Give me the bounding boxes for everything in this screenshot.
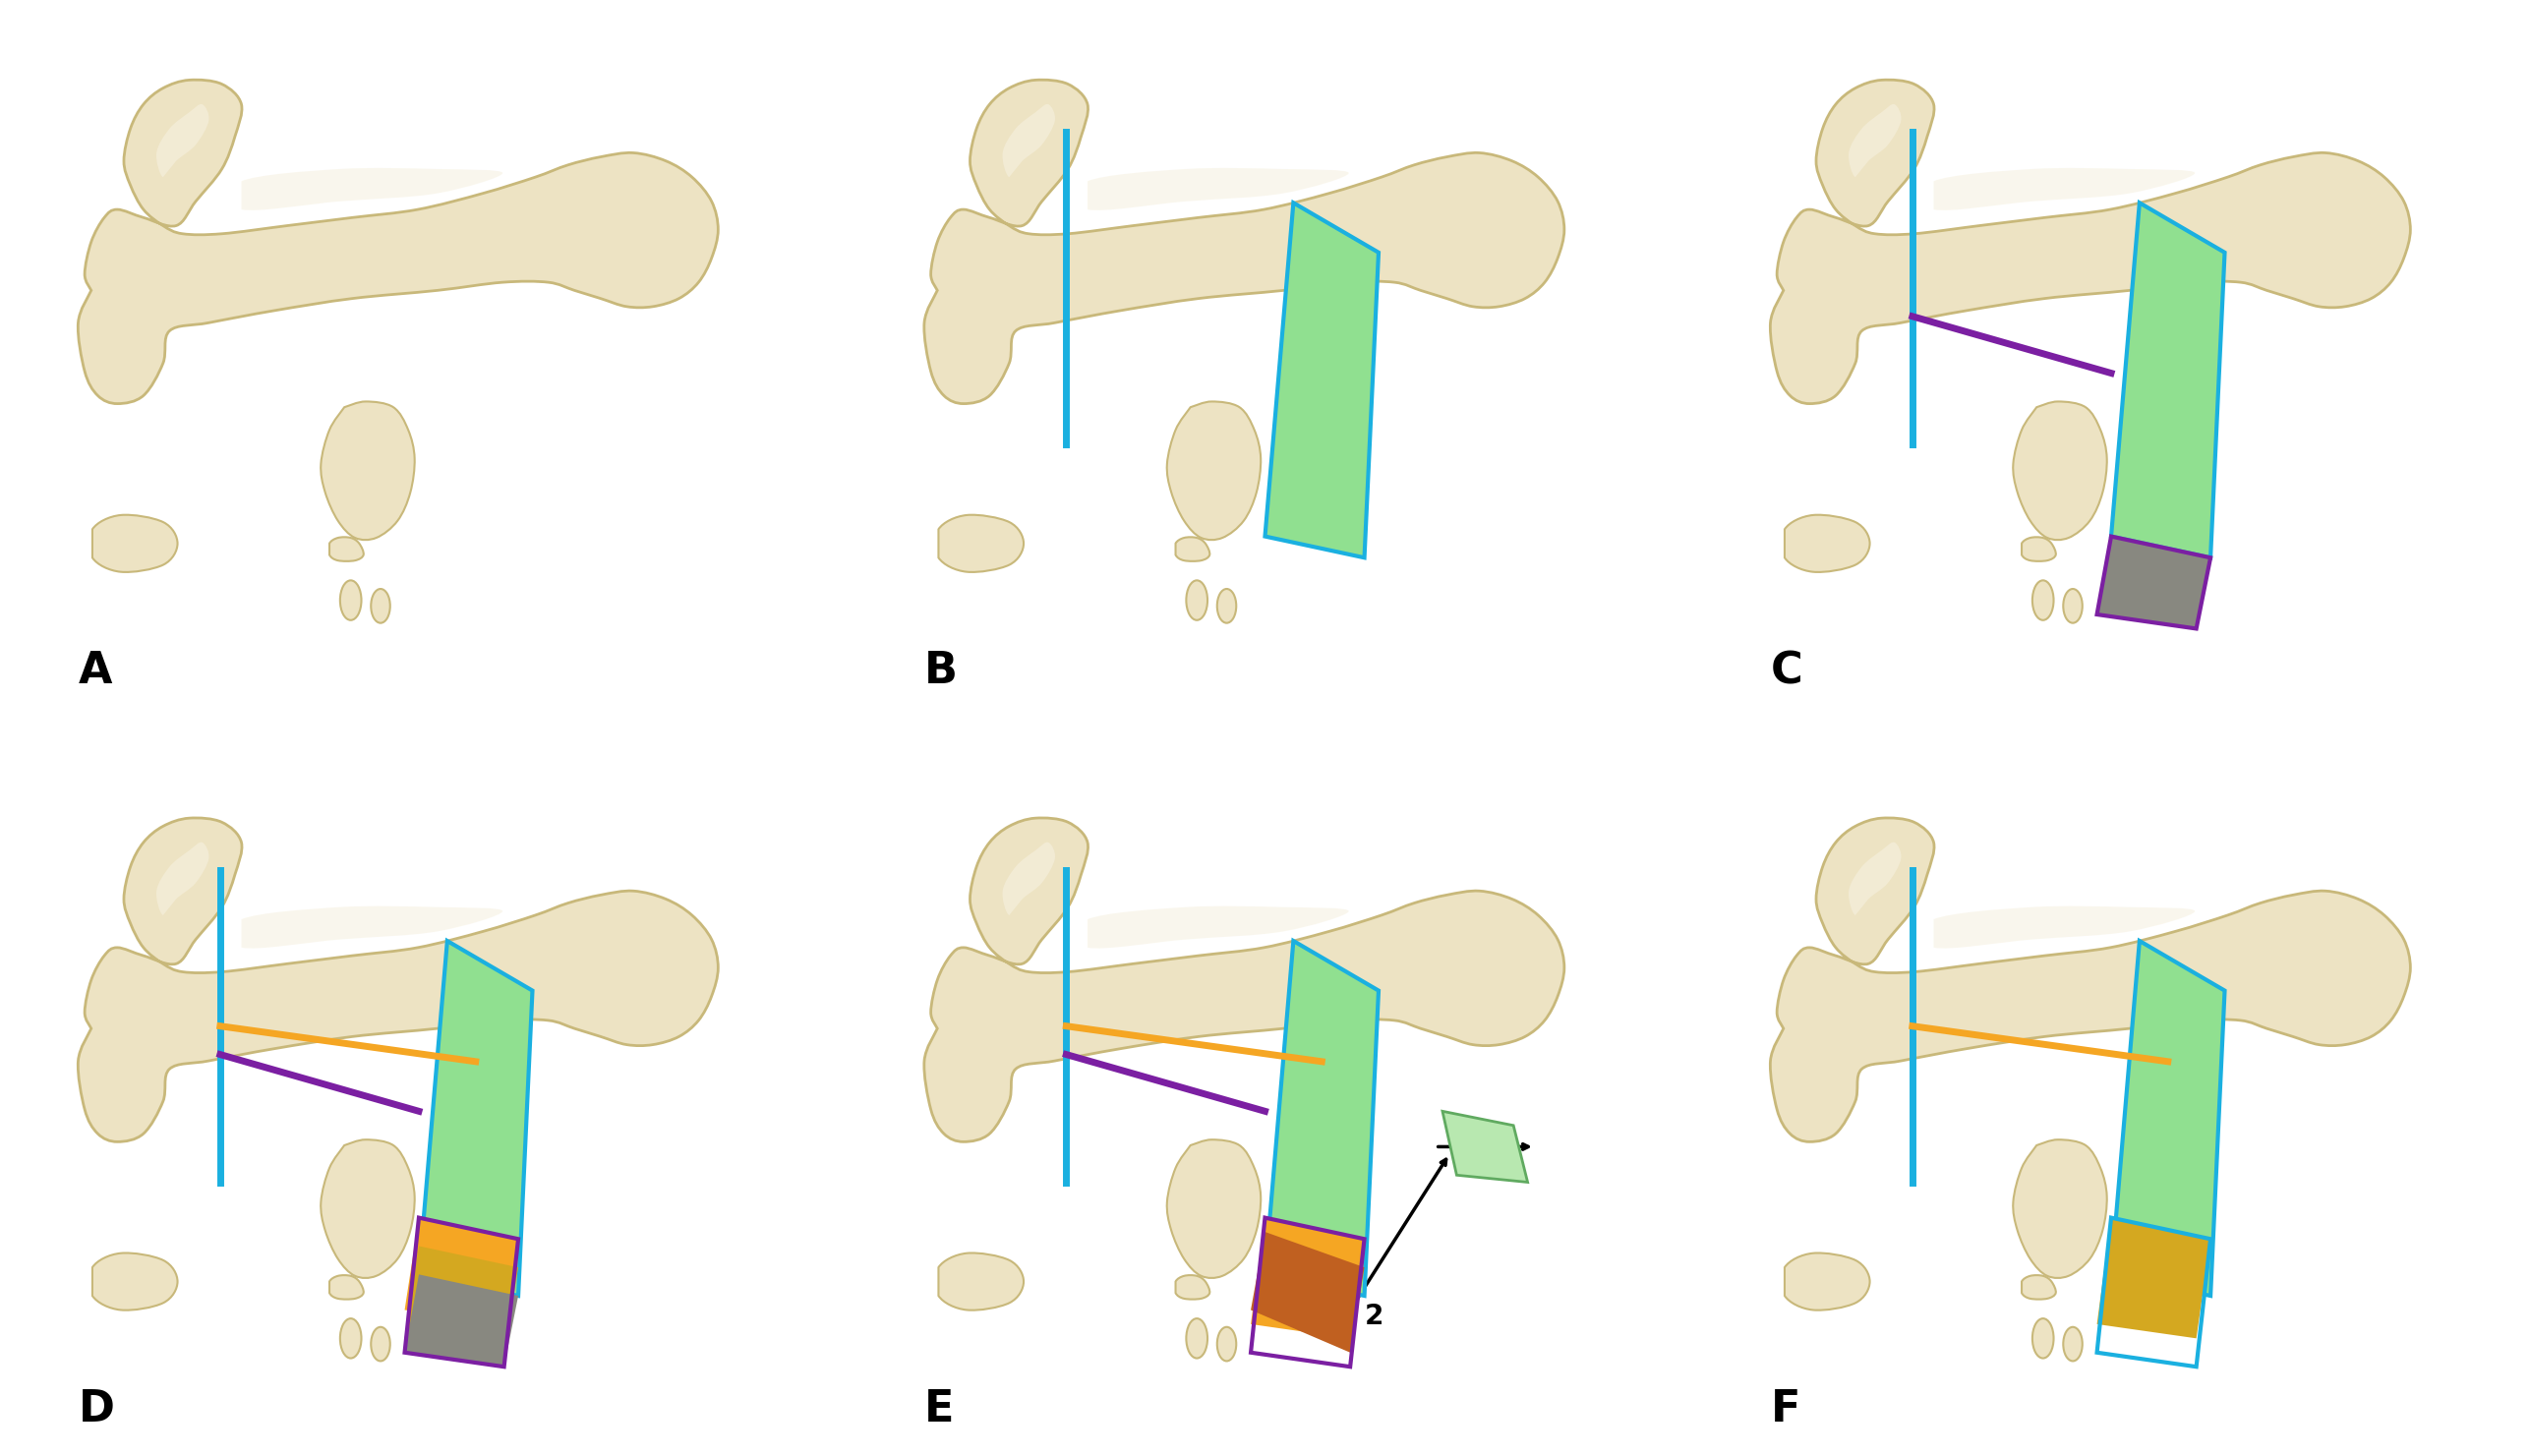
Polygon shape bbox=[1250, 1232, 1364, 1353]
PathPatch shape bbox=[78, 818, 719, 1142]
PathPatch shape bbox=[939, 515, 1025, 572]
PathPatch shape bbox=[240, 167, 503, 210]
Polygon shape bbox=[1265, 941, 1379, 1296]
Ellipse shape bbox=[1187, 1319, 1207, 1358]
PathPatch shape bbox=[329, 1275, 364, 1299]
Polygon shape bbox=[2097, 1217, 2211, 1338]
Polygon shape bbox=[405, 1246, 519, 1353]
PathPatch shape bbox=[1771, 818, 2411, 1142]
Text: E: E bbox=[923, 1389, 954, 1431]
PathPatch shape bbox=[2021, 537, 2057, 561]
Polygon shape bbox=[2110, 202, 2224, 558]
Ellipse shape bbox=[1217, 1326, 1237, 1361]
Polygon shape bbox=[2110, 941, 2224, 1296]
PathPatch shape bbox=[1771, 80, 2411, 403]
PathPatch shape bbox=[1176, 537, 1209, 561]
Text: A: A bbox=[78, 651, 111, 693]
Polygon shape bbox=[420, 941, 531, 1296]
PathPatch shape bbox=[1166, 1140, 1260, 1278]
PathPatch shape bbox=[2014, 1140, 2107, 1278]
PathPatch shape bbox=[1933, 906, 2196, 948]
PathPatch shape bbox=[923, 80, 1564, 403]
PathPatch shape bbox=[1002, 842, 1055, 916]
PathPatch shape bbox=[923, 818, 1564, 1142]
Ellipse shape bbox=[372, 1326, 390, 1361]
Ellipse shape bbox=[2032, 1319, 2054, 1358]
Ellipse shape bbox=[1217, 588, 1237, 623]
PathPatch shape bbox=[1784, 1254, 1870, 1310]
PathPatch shape bbox=[329, 537, 364, 561]
PathPatch shape bbox=[94, 1254, 177, 1310]
PathPatch shape bbox=[78, 80, 719, 403]
Text: F: F bbox=[1771, 1389, 1801, 1431]
PathPatch shape bbox=[94, 515, 177, 572]
Ellipse shape bbox=[339, 581, 362, 620]
Ellipse shape bbox=[372, 588, 390, 623]
PathPatch shape bbox=[2014, 402, 2107, 540]
PathPatch shape bbox=[1088, 906, 1348, 948]
Polygon shape bbox=[405, 1274, 519, 1367]
PathPatch shape bbox=[939, 1254, 1025, 1310]
Polygon shape bbox=[1250, 1217, 1364, 1338]
Polygon shape bbox=[1265, 202, 1379, 558]
Text: B: B bbox=[923, 651, 959, 693]
PathPatch shape bbox=[1849, 842, 1900, 916]
PathPatch shape bbox=[1176, 1275, 1209, 1299]
Ellipse shape bbox=[2064, 588, 2082, 623]
PathPatch shape bbox=[157, 842, 210, 916]
Ellipse shape bbox=[339, 1319, 362, 1358]
PathPatch shape bbox=[1933, 167, 2196, 210]
Text: D: D bbox=[78, 1389, 114, 1431]
PathPatch shape bbox=[1849, 103, 1900, 178]
Text: C: C bbox=[1771, 651, 1801, 693]
Ellipse shape bbox=[2064, 1326, 2082, 1361]
PathPatch shape bbox=[321, 1140, 415, 1278]
PathPatch shape bbox=[240, 906, 503, 948]
PathPatch shape bbox=[157, 103, 210, 178]
PathPatch shape bbox=[1784, 515, 1870, 572]
PathPatch shape bbox=[1088, 167, 1348, 210]
PathPatch shape bbox=[1002, 103, 1055, 178]
PathPatch shape bbox=[1166, 402, 1260, 540]
Ellipse shape bbox=[1187, 581, 1207, 620]
Ellipse shape bbox=[2032, 581, 2054, 620]
PathPatch shape bbox=[321, 402, 415, 540]
Polygon shape bbox=[1442, 1111, 1528, 1182]
Polygon shape bbox=[405, 1217, 519, 1324]
PathPatch shape bbox=[2021, 1275, 2057, 1299]
Text: 2: 2 bbox=[1364, 1303, 1384, 1329]
Polygon shape bbox=[2097, 536, 2211, 629]
